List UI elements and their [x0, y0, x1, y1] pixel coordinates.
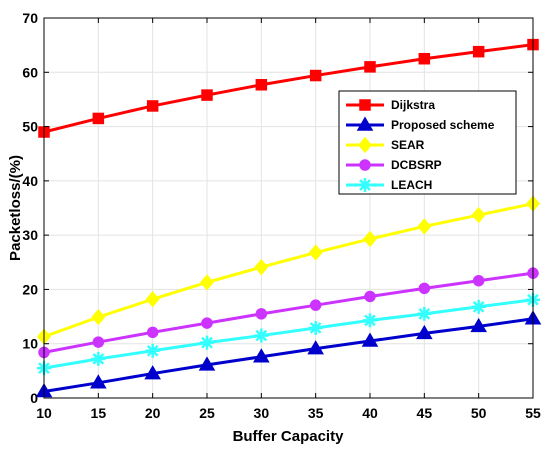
data-point [417, 306, 432, 321]
y-tick-label: 60 [22, 64, 38, 80]
legend: Dijkstra Proposed scheme SEAR DCBSRP LEACH [338, 90, 517, 195]
marker-stroke [309, 322, 322, 334]
y-tick-label: 70 [22, 10, 38, 26]
x-axis-title: Buffer Capacity [233, 428, 345, 445]
x-tick-label: 45 [417, 405, 433, 421]
data-point [309, 299, 322, 311]
y-tick-label: 10 [22, 336, 38, 352]
x-tick-label: 40 [362, 405, 378, 421]
series-dijkstra [38, 38, 539, 138]
x-tick-label: 55 [525, 405, 541, 421]
legend-marker [358, 178, 372, 192]
x-tick-label: 50 [471, 405, 487, 421]
data-point [470, 317, 487, 333]
data-point [417, 218, 432, 235]
legend-entry: SEAR [346, 136, 425, 154]
data-point [418, 282, 431, 295]
legend-marker [359, 99, 371, 111]
data-point [418, 52, 431, 65]
data-point [253, 348, 270, 363]
y-axis-title: Packetloss/(%) [7, 155, 24, 261]
marker-stroke [472, 300, 485, 313]
series-proposed-scheme [35, 310, 542, 398]
data-point [91, 308, 106, 326]
marker-stroke [146, 344, 159, 357]
legend-entry: LEACH [346, 178, 432, 192]
y-tick-label: 0 [30, 390, 38, 406]
legend-marker [358, 136, 372, 154]
data-point [471, 299, 486, 314]
series-line [43, 298, 534, 370]
data-point [309, 69, 322, 82]
x-tick-label: 35 [308, 405, 324, 421]
data-point [90, 374, 107, 389]
data-point [363, 313, 377, 328]
data-point [254, 328, 269, 343]
data-point [364, 290, 376, 303]
plot-area [44, 18, 533, 398]
marker-stroke [92, 353, 105, 365]
series-dcbsrp [38, 267, 539, 359]
legend-label: LEACH [391, 178, 432, 192]
data-point [363, 230, 377, 248]
data-point [416, 324, 433, 340]
legend-entry: Dijkstra [346, 98, 435, 112]
legend-label: Dijkstra [391, 98, 435, 112]
y-tick-label: 50 [22, 119, 38, 135]
legend-marker [356, 116, 374, 131]
y-tick-label: 20 [22, 281, 38, 297]
data-point [472, 45, 485, 58]
legend-entry: Proposed scheme [346, 116, 495, 132]
x-tick-label: 25 [199, 405, 215, 421]
y-tick-label: 30 [22, 227, 38, 243]
data-point [145, 343, 160, 358]
legend-label: DCBSRP [391, 158, 442, 172]
data-point [254, 259, 269, 276]
data-point [472, 274, 485, 287]
data-point [200, 335, 214, 350]
x-tick-label: 10 [36, 405, 52, 421]
legend-label: Proposed scheme [391, 118, 495, 132]
data-point [307, 340, 324, 355]
legend-entry: DCBSRP [346, 158, 442, 172]
x-tick-label: 20 [145, 405, 161, 421]
series-line [43, 202, 534, 339]
data-point [146, 100, 159, 112]
plot-frame [43, 17, 534, 399]
y-tick-label: 40 [22, 173, 38, 189]
series-sear [37, 195, 540, 345]
data-point [255, 79, 268, 91]
data-point [198, 356, 216, 371]
data-point [201, 89, 213, 101]
x-tick-label: 15 [91, 405, 107, 421]
data-point [144, 365, 161, 380]
x-tick-label: 30 [254, 405, 270, 421]
legend-marker [359, 159, 371, 171]
data-point [91, 351, 106, 366]
marker-stroke [201, 336, 213, 349]
marker-stroke [359, 179, 371, 191]
data-point [92, 336, 105, 348]
data-point [201, 317, 213, 329]
series-line [43, 317, 534, 393]
data-point [308, 244, 323, 261]
data-point [92, 112, 105, 125]
data-point [364, 61, 376, 73]
data-point [145, 291, 160, 308]
data-point [200, 274, 214, 291]
data-point [255, 308, 268, 320]
data-point [471, 206, 486, 224]
series-line [43, 271, 534, 354]
series-line [43, 43, 534, 134]
marker-stroke [364, 314, 376, 327]
data-point [146, 326, 159, 339]
data-point [361, 332, 379, 347]
marker-stroke [255, 329, 268, 342]
legend-label: SEAR [391, 138, 425, 152]
data-point [308, 320, 323, 335]
marker-stroke [418, 308, 431, 320]
